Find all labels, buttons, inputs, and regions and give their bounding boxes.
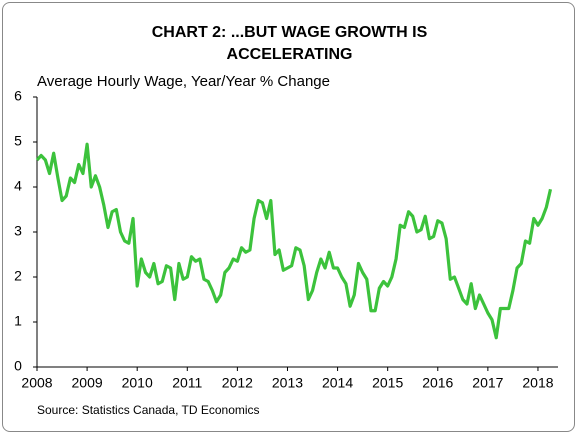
y-tick-label: 2	[14, 268, 22, 284]
x-tick-label: 2009	[72, 375, 103, 391]
x-tick-label: 2014	[322, 375, 353, 391]
x-tick-label: 2018	[522, 375, 553, 391]
source: Source: Statistics Canada, TD Economics	[37, 403, 260, 417]
x-tick-label: 2008	[21, 375, 52, 391]
frame	[2, 2, 575, 432]
subtitle: Average Hourly Wage, Year/Year % Change	[37, 73, 330, 90]
x-tick-label: 2017	[472, 375, 503, 391]
y-tick-label: 3	[14, 223, 22, 239]
x-tick-label: 2012	[222, 375, 253, 391]
x-tick-label: 2013	[272, 375, 303, 391]
x-tick-label: 2011	[172, 375, 202, 391]
y-tick-label: 6	[14, 88, 22, 104]
y-tick-label: 5	[14, 133, 22, 149]
x-tick-label: 2015	[372, 375, 403, 391]
y-tick-label: 0	[14, 358, 22, 374]
title-box: CHART 2: ...BUT WAGE GROWTH IS ACCELERAT…	[0, 22, 579, 66]
y-tick-label: 1	[14, 313, 22, 329]
chart-title: CHART 2: ...BUT WAGE GROWTH IS ACCELERAT…	[151, 24, 428, 63]
data-line	[35, 142, 553, 340]
x-tick-label: 2016	[422, 375, 453, 391]
x-tick-label: 2010	[122, 375, 153, 391]
y-tick-label: 4	[14, 178, 22, 194]
